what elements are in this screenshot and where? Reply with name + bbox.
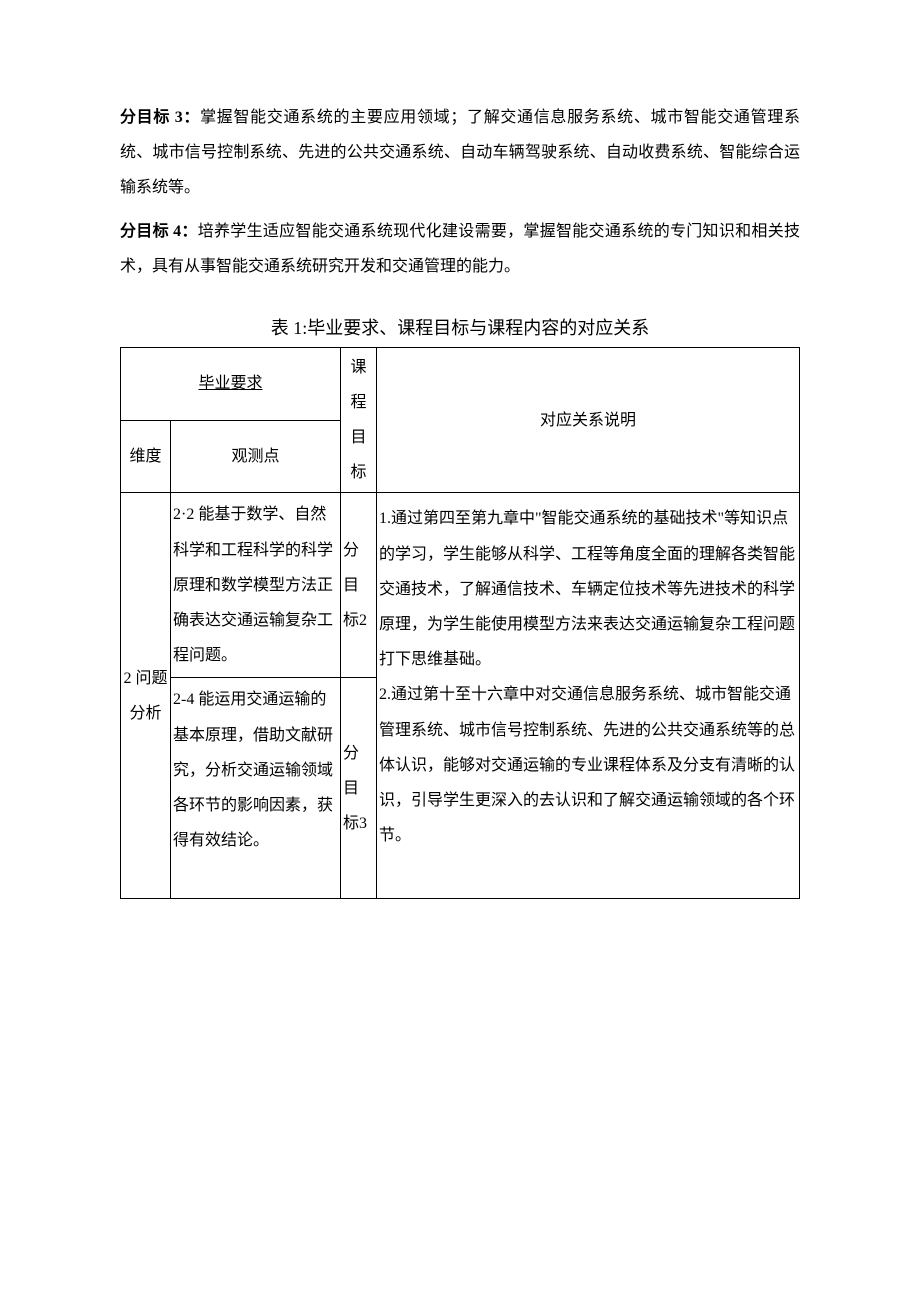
cell-dimension: 2 问题分析 xyxy=(121,493,171,899)
cell-observation-1: 2·2 能基于数学、自然科学和工程科学的科学原理和数学模型方法正确表达交通运输复… xyxy=(171,493,341,678)
header-grad-req: 毕业要求 xyxy=(121,347,341,420)
goal-3-label: 分目标 3： xyxy=(120,109,200,126)
cell-observation-2: 2-4 能运用交通运输的基本原理，借助文献研究，分析交通运输领域各环节的影响因素… xyxy=(171,678,341,899)
cell-description: 1.通过第四至第九章中"智能交通系统的基础技术"等知识点的学习，学生能够从科学、… xyxy=(377,493,800,899)
cell-goal-2: 分目标3 xyxy=(341,678,377,899)
goal-4-label: 分目标 4： xyxy=(120,223,198,240)
table-title: 表 1:毕业要求、课程目标与课程内容的对应关系 xyxy=(120,314,800,343)
goal-4-text: 培养学生适应智能交通系统现代化建设需要，掌握智能交通系统的专门知识和相关技术，具… xyxy=(120,223,800,275)
table-header-row-1: 毕业要求 课程目标 对应关系说明 xyxy=(121,347,800,420)
paragraph-goal-3: 分目标 3：掌握智能交通系统的主要应用领域；了解交通信息服务系统、城市智能交通管… xyxy=(120,100,800,206)
cell-goal-1: 分目标2 xyxy=(341,493,377,678)
header-course-goal: 课程目标 xyxy=(341,347,377,493)
paragraph-goal-4: 分目标 4：培养学生适应智能交通系统现代化建设需要，掌握智能交通系统的专门知识和… xyxy=(120,214,800,284)
header-dimension: 维度 xyxy=(121,420,171,493)
header-observation: 观测点 xyxy=(171,420,341,493)
goal-3-text: 掌握智能交通系统的主要应用领域；了解交通信息服务系统、城市智能交通管理系统、城市… xyxy=(120,109,800,196)
header-desc: 对应关系说明 xyxy=(377,347,800,493)
requirements-table: 毕业要求 课程目标 对应关系说明 维度 观测点 2 问题分析 2·2 能基于数学… xyxy=(120,347,800,900)
table-row: 2 问题分析 2·2 能基于数学、自然科学和工程科学的科学原理和数学模型方法正确… xyxy=(121,493,800,678)
